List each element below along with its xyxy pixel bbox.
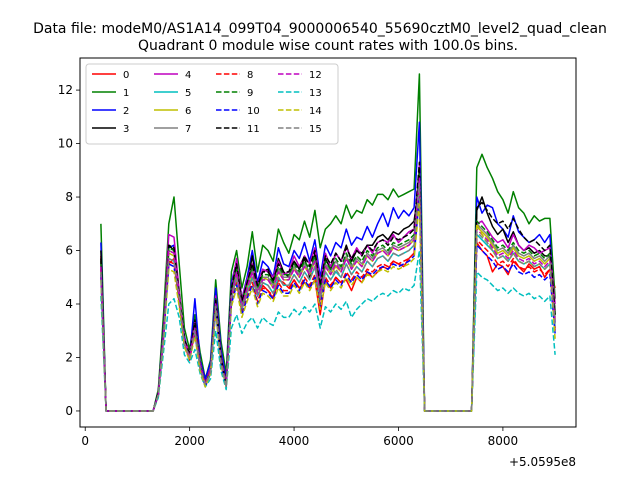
- y-tick-label: 0: [65, 404, 73, 418]
- legend-label-12: 12: [309, 70, 322, 81]
- y-tick-label: 6: [65, 244, 73, 258]
- x-tick-label: 8000: [488, 434, 519, 448]
- legend-label-4: 4: [185, 70, 191, 81]
- legend-label-14: 14: [309, 106, 322, 117]
- series-line-13: [100, 249, 556, 412]
- series-layer: [100, 73, 556, 412]
- x-tick-label: 4000: [279, 434, 310, 448]
- y-tick-label: 4: [65, 297, 73, 311]
- y-tick-label: 10: [58, 137, 73, 151]
- axes-title: Quadrant 0 module wise count rates with …: [138, 38, 518, 54]
- x-offset-label: +5.0595e8: [509, 455, 576, 469]
- legend-label-13: 13: [309, 88, 322, 99]
- y-axis: 0 2 4 6 8 10 12: [58, 83, 80, 418]
- legend-label-15: 15: [309, 124, 322, 135]
- legend-label-8: 8: [247, 70, 253, 81]
- y-tick-label: 2: [65, 350, 73, 364]
- series-line-14: [100, 201, 556, 412]
- legend-label-9: 9: [247, 88, 253, 99]
- y-tick-label: 12: [58, 83, 73, 97]
- legend-label-0: 0: [123, 70, 129, 81]
- x-tick-label: 6000: [383, 434, 414, 448]
- figure-suptitle: Data file: modeM0/AS1A14_099T04_90000065…: [33, 21, 607, 37]
- series-line-1: [100, 73, 556, 412]
- legend-label-1: 1: [123, 88, 129, 99]
- series-line-15: [100, 182, 556, 412]
- x-tick-label: 2000: [174, 434, 205, 448]
- legend-label-6: 6: [185, 106, 191, 117]
- legend-label-2: 2: [123, 106, 129, 117]
- legend-label-3: 3: [123, 124, 129, 135]
- x-axis: 0 2000 4000 6000 8000: [81, 427, 518, 448]
- axes-frame: [79, 57, 577, 428]
- legend-label-5: 5: [185, 88, 191, 99]
- x-tick-label: 0: [81, 434, 89, 448]
- y-tick-label: 8: [65, 190, 73, 204]
- legend-label-10: 10: [247, 106, 260, 117]
- legend-label-7: 7: [185, 124, 191, 135]
- legend-box: [85, 63, 339, 145]
- legend-label-11: 11: [247, 124, 260, 135]
